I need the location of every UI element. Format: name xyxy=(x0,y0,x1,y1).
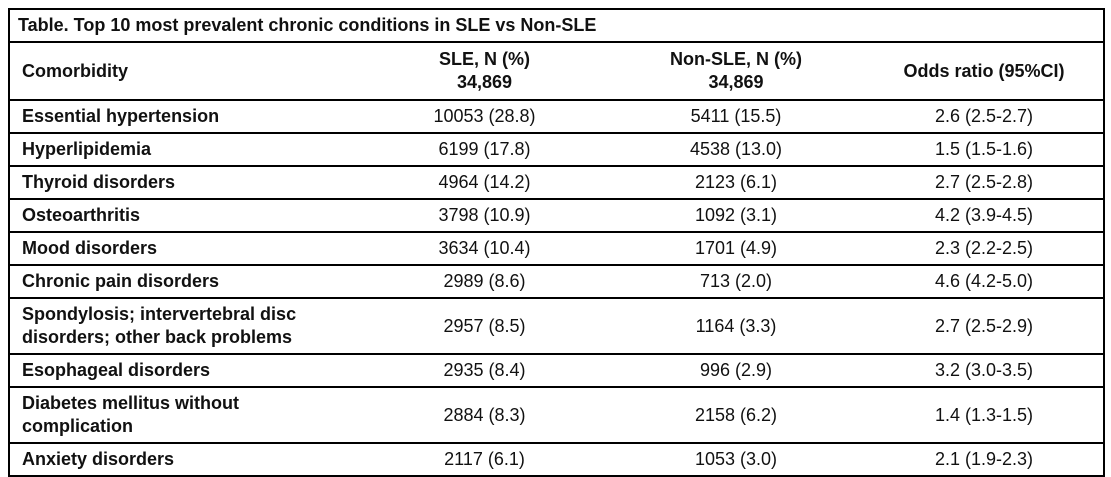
odds-ratio-cell: 2.7 (2.5-2.8) xyxy=(865,165,1105,200)
sle-count-cell: 6199 (17.8) xyxy=(362,132,607,167)
odds-ratio-cell: 1.5 (1.5-1.6) xyxy=(865,132,1105,167)
table-title-row: Table. Top 10 most prevalent chronic con… xyxy=(9,8,1105,43)
sle-count-cell: 2884 (8.3) xyxy=(362,386,607,444)
table-row: Osteoarthritis 3798 (10.9) 1092 (3.1) 4.… xyxy=(9,198,1105,233)
comorbidity-cell: Essential hypertension xyxy=(9,99,362,134)
comorbidity-cell: Esophageal disorders xyxy=(9,353,362,388)
sle-count-cell: 10053 (28.8) xyxy=(362,99,607,134)
table-row: Diabetes mellitus without complication 2… xyxy=(9,386,1105,444)
comorbidity-cell: Mood disorders xyxy=(9,231,362,266)
odds-ratio-cell: 2.3 (2.2-2.5) xyxy=(865,231,1105,266)
comorbidity-cell: Anxiety disorders xyxy=(9,442,362,477)
column-header-odds-ratio: Odds ratio (95%CI) xyxy=(865,41,1105,101)
comorbidity-cell: Chronic pain disorders xyxy=(9,264,362,299)
column-header-sle-label: SLE, N (%) xyxy=(438,49,530,69)
non-sle-count-cell: 2158 (6.2) xyxy=(607,386,865,444)
comorbidity-cell: Osteoarthritis xyxy=(9,198,362,233)
non-sle-count-cell: 713 (2.0) xyxy=(607,264,865,299)
odds-ratio-cell: 2.6 (2.5-2.7) xyxy=(865,99,1105,134)
sle-count-cell: 3798 (10.9) xyxy=(362,198,607,233)
non-sle-count-cell: 1701 (4.9) xyxy=(607,231,865,266)
comorbidity-cell: Diabetes mellitus without complication xyxy=(9,386,362,444)
comorbidity-cell: Spondylosis; intervertebral disc disorde… xyxy=(9,297,362,355)
table-row: Chronic pain disorders 2989 (8.6) 713 (2… xyxy=(9,264,1105,299)
non-sle-count-cell: 1164 (3.3) xyxy=(607,297,865,355)
sle-count-cell: 4964 (14.2) xyxy=(362,165,607,200)
odds-ratio-cell: 4.6 (4.2-5.0) xyxy=(865,264,1105,299)
non-sle-count-cell: 5411 (15.5) xyxy=(607,99,865,134)
table-row: Anxiety disorders 2117 (6.1) 1053 (3.0) … xyxy=(9,442,1105,477)
odds-ratio-cell: 3.2 (3.0-3.5) xyxy=(865,353,1105,388)
sle-count-cell: 2957 (8.5) xyxy=(362,297,607,355)
column-header-non-sle: Non-SLE, N (%) 34,869 xyxy=(607,41,865,101)
non-sle-count-cell: 2123 (6.1) xyxy=(607,165,865,200)
non-sle-count-cell: 1053 (3.0) xyxy=(607,442,865,477)
odds-ratio-cell: 2.7 (2.5-2.9) xyxy=(865,297,1105,355)
comorbidity-cell: Thyroid disorders xyxy=(9,165,362,200)
sle-count-cell: 2989 (8.6) xyxy=(362,264,607,299)
table-row: Essential hypertension 10053 (28.8) 5411… xyxy=(9,99,1105,134)
odds-ratio-cell: 1.4 (1.3-1.5) xyxy=(865,386,1105,444)
non-sle-count-cell: 996 (2.9) xyxy=(607,353,865,388)
comorbidity-cell: Hyperlipidemia xyxy=(9,132,362,167)
comorbidity-table: Table. Top 10 most prevalent chronic con… xyxy=(8,8,1106,477)
sle-count-cell: 3634 (10.4) xyxy=(362,231,607,266)
table-row: Thyroid disorders 4964 (14.2) 2123 (6.1)… xyxy=(9,165,1105,200)
table-row: Mood disorders 3634 (10.4) 1701 (4.9) 2.… xyxy=(9,231,1105,266)
column-header-comorbidity: Comorbidity xyxy=(9,41,362,101)
odds-ratio-cell: 2.1 (1.9-2.3) xyxy=(865,442,1105,477)
table-row: Spondylosis; intervertebral disc disorde… xyxy=(9,297,1105,355)
non-sle-count-cell: 4538 (13.0) xyxy=(607,132,865,167)
odds-ratio-cell: 4.2 (3.9-4.5) xyxy=(865,198,1105,233)
column-header-sle-n: 34,869 xyxy=(456,72,513,92)
table-header-row: Comorbidity SLE, N (%) 34,869 Non-SLE, N… xyxy=(9,41,1105,101)
column-header-non-sle-label: Non-SLE, N (%) xyxy=(670,49,802,69)
table-row: Hyperlipidemia 6199 (17.8) 4538 (13.0) 1… xyxy=(9,132,1105,167)
sle-count-cell: 2935 (8.4) xyxy=(362,353,607,388)
table-title: Table. Top 10 most prevalent chronic con… xyxy=(9,8,1105,43)
table-row: Esophageal disorders 2935 (8.4) 996 (2.9… xyxy=(9,353,1105,388)
column-header-sle: SLE, N (%) 34,869 xyxy=(362,41,607,101)
column-header-non-sle-n: 34,869 xyxy=(708,72,764,92)
sle-count-cell: 2117 (6.1) xyxy=(362,442,607,477)
non-sle-count-cell: 1092 (3.1) xyxy=(607,198,865,233)
